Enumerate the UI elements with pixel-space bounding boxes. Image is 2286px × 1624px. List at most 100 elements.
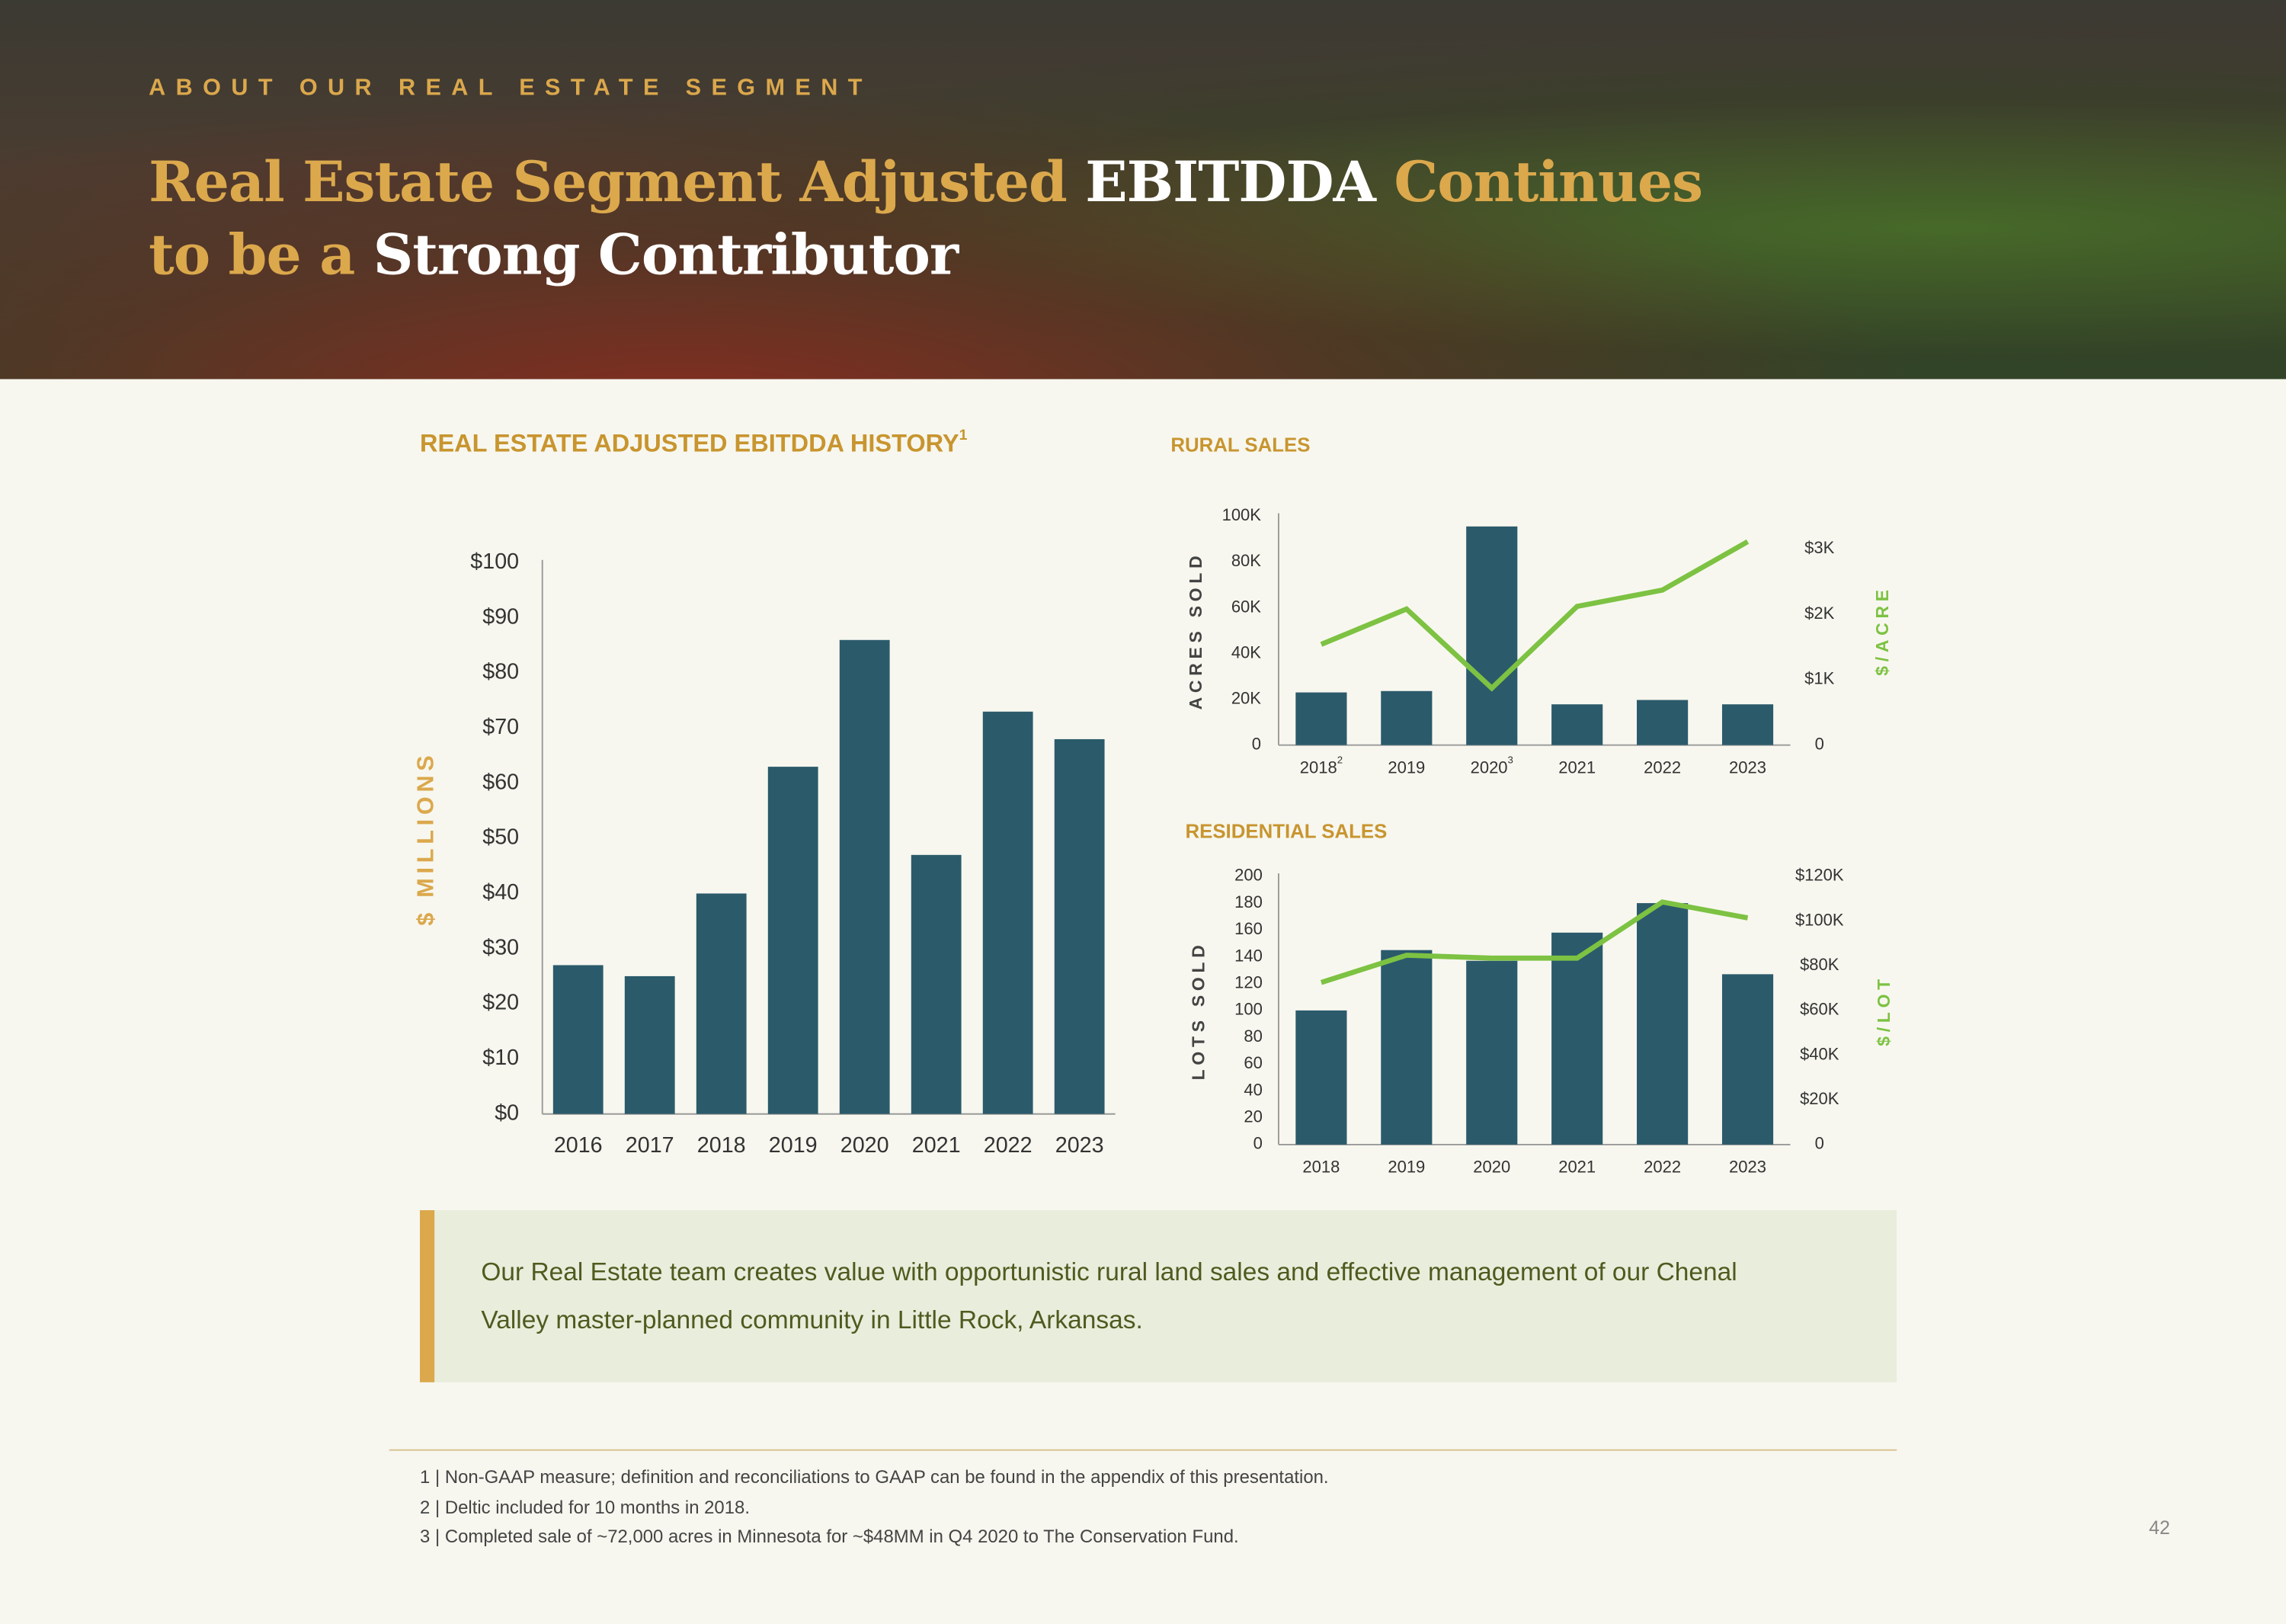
x-tick-label: 2018 [697,1132,746,1157]
bar [1637,700,1689,745]
slide-title: Real Estate Segment Adjusted EBITDDA Con… [149,146,1703,291]
x-tick-text: 2018 [697,1132,746,1157]
x-tick-label: 2022 [984,1132,1033,1157]
footnote-rule [389,1449,1897,1451]
y-tick-label: 20K [1231,688,1261,707]
y-tick-label: 180 [1234,892,1263,911]
y-tick-label: $60 [482,770,519,794]
y-tick-label: $10 [482,1046,519,1070]
x-tick-label: 2019 [1388,758,1425,777]
x-tick-text: 2019 [1388,1157,1425,1176]
bar [1381,690,1433,745]
y-tick-label: 100K [1222,505,1262,524]
x-tick-label: 2019 [769,1132,818,1157]
x-tick-label: 2021 [1558,1157,1596,1176]
y-tick-label: 60 [1244,1053,1262,1072]
bar [1381,950,1433,1145]
x-tick-label: 2019 [1388,1157,1425,1176]
x-tick-text: 2020 [840,1132,889,1157]
x-tick-label: 2021 [912,1132,961,1157]
x-tick-text: 2023 [1055,1132,1104,1157]
chart-title-note: 1 [959,427,968,444]
chart-title: RESIDENTIAL SALES [1185,821,1387,842]
callout-text: Our Real Estate team creates value with … [481,1257,1737,1334]
x-tick-text: 2022 [984,1132,1033,1157]
y-tick-label: 0 [1253,1134,1263,1153]
y-tick-label: $90 [482,604,519,629]
y-tick-label: $50 [482,825,519,850]
bar [1295,1010,1347,1145]
bar [1551,932,1603,1145]
footnote: 1 | Non-GAAP measure; definition and rec… [420,1466,1329,1488]
x-tick-text: 2020 [1473,1157,1510,1176]
line [1320,539,1750,692]
x-tick-label: 2023 [1729,758,1766,777]
x-tick-label: 2017 [626,1132,674,1157]
x-tick-label: 2023 [1055,1132,1104,1157]
y-tick-label: 0 [1252,734,1261,753]
chart: RESIDENTIAL SALES LOTS SOLD $/LOT 0 20 40 60 80… [1185,821,1893,1176]
x-tick-note: 2 [1337,754,1343,766]
y-axis-label: LOTS SOLD [1189,940,1209,1080]
x-tick-note: 3 [1508,754,1513,766]
title-part: Continues [1394,149,1703,215]
x-tick-text: 2023 [1729,758,1766,777]
chart-title-text: RESIDENTIAL SALES [1185,821,1387,842]
line [1320,899,1749,985]
chart-title-text: REAL ESTATE ADJUSTED EBITDDA HISTORY [420,429,959,456]
bar [1721,704,1774,745]
y2-axis-label: $/ACRE [1872,585,1892,676]
x-tick-label: 2020 [840,1132,889,1157]
y-tick-label: 140 [1234,946,1263,965]
bar [552,965,604,1114]
y-tick-label: 120 [1234,973,1263,992]
bar [839,639,890,1114]
x-tick-text: 2017 [626,1132,674,1157]
y2-tick-label: $2K [1804,604,1834,623]
x-tick-label: 2021 [1558,758,1596,777]
bar [982,711,1033,1114]
x-tick-text: 2023 [1729,1157,1766,1176]
y-tick-label: 80K [1231,551,1261,570]
chart-title: RURAL SALES [1170,434,1310,456]
y-axis-label: ACRES SOLD [1186,552,1205,710]
bar [1054,738,1105,1114]
y-tick-label: 160 [1234,919,1263,938]
y2-tick-label: 0 [1815,734,1824,753]
y-tick-label: $40 [482,880,519,905]
x-tick-label: 2022 [1644,1157,1681,1176]
y-tick-label: $30 [482,935,519,959]
y2-tick-label: $60K [1800,1000,1839,1019]
bar [1551,704,1603,745]
x-tick-text: 2019 [1388,758,1425,777]
x-tick-text: 2018 [1302,1157,1340,1176]
x-tick-label: 2023 [1729,1157,1766,1176]
chart: REAL ESTATE ADJUSTED EBITDDA HISTORY1 $ M… [413,427,1116,1157]
y2-axis-label: $/LOT [1874,975,1894,1046]
y2-tick-label: $120K [1795,866,1844,885]
callout: Our Real Estate team creates value with … [420,1210,1897,1382]
x-tick-text: 2016 [554,1132,603,1157]
y-tick-label: 40 [1244,1080,1262,1099]
x-tick-label: 2016 [554,1132,603,1157]
y2-tick-label: $20K [1800,1089,1839,1108]
y-tick-label: 100 [1234,1000,1263,1019]
x-tick-label: 20203 [1471,754,1513,777]
title-part: Real Estate Segment Adjusted [149,149,1068,215]
x-tick-text: 2020 [1471,758,1508,777]
x-tick-text: 2021 [912,1132,961,1157]
chart-title-text: RURAL SALES [1170,434,1310,456]
x-tick-text: 2022 [1644,1157,1681,1176]
bar [911,854,962,1114]
y-axis-label: $ MILLIONS [413,751,439,926]
y-tick-label: $100 [470,549,519,574]
footnote: 2 | Deltic included for 10 months in 201… [420,1496,750,1517]
bar [1637,903,1689,1145]
hero-banner: ABOUT OUR REAL ESTATE SEGMENT Real Estat… [0,0,2286,380]
y2-tick-label: $100K [1795,910,1844,929]
title-part: to be a [149,221,355,287]
y2-tick-label: $3K [1804,538,1834,557]
